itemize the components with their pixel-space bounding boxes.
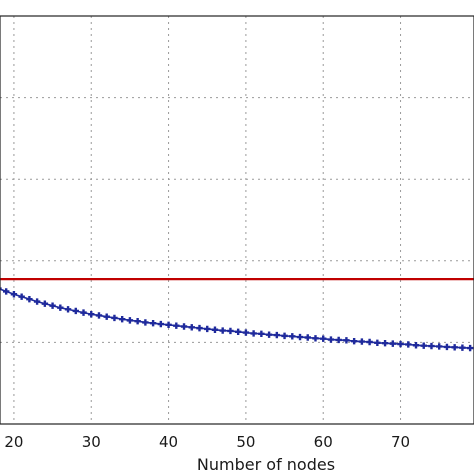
data-point <box>2 288 10 295</box>
data-point <box>459 344 466 351</box>
data-point <box>397 340 404 348</box>
data-point <box>234 328 242 335</box>
data-point <box>289 333 296 340</box>
data-point <box>242 329 250 336</box>
data-point <box>327 336 335 343</box>
data-point <box>188 324 195 331</box>
data-point <box>281 332 288 340</box>
data-point <box>88 311 95 318</box>
data-point <box>420 342 427 349</box>
x-tick-label: 70 <box>391 433 410 451</box>
data-point <box>374 339 381 347</box>
data-point <box>142 319 149 326</box>
data-point <box>72 307 79 315</box>
x-tick-label: 40 <box>159 433 178 451</box>
data-point <box>381 340 389 347</box>
data-point <box>57 304 64 311</box>
series-1 <box>0 287 474 352</box>
data-point <box>10 291 18 298</box>
data-point <box>320 335 327 342</box>
grid <box>0 16 474 424</box>
data-point <box>64 306 72 313</box>
data-point <box>118 315 126 323</box>
data-point <box>405 341 412 348</box>
data-point <box>443 343 451 351</box>
data-point <box>250 330 257 337</box>
data-point <box>134 317 141 325</box>
data-point <box>343 337 350 344</box>
data-point <box>211 326 219 333</box>
data-point <box>157 320 165 328</box>
data-point <box>26 295 33 303</box>
data-point <box>196 324 203 332</box>
data-point <box>265 331 273 338</box>
data-point <box>173 322 180 329</box>
x-tick-label: 30 <box>82 433 101 451</box>
data-point <box>219 327 226 334</box>
data-point <box>41 300 49 307</box>
x-tick-label: 60 <box>314 433 333 451</box>
data-point <box>273 331 281 339</box>
data-point <box>33 298 41 305</box>
data-point <box>18 293 25 300</box>
data-point <box>428 342 435 350</box>
data-point <box>49 302 56 309</box>
data-point <box>126 317 134 324</box>
data-point <box>304 334 311 341</box>
data-point <box>227 327 234 335</box>
data-point <box>95 312 103 319</box>
data-point <box>111 314 118 322</box>
data-point <box>466 344 474 352</box>
data-point <box>258 330 265 338</box>
data-point <box>389 340 397 347</box>
x-tick-labels: 20 30 40 50 60 70 <box>4 433 410 451</box>
data-point <box>149 320 157 327</box>
data-point <box>451 344 458 351</box>
data-point <box>103 313 110 320</box>
x-tick-label: 50 <box>236 433 255 451</box>
data-point <box>350 337 358 345</box>
data-point <box>358 338 366 345</box>
data-point <box>180 323 188 330</box>
data-point <box>436 343 443 350</box>
data-point <box>296 333 304 341</box>
x-axis-label: Number of nodes <box>197 455 335 474</box>
x-tick-label: 20 <box>4 433 23 451</box>
data-point <box>335 336 342 344</box>
data-point <box>204 325 211 333</box>
plot-series <box>0 278 474 352</box>
data-point <box>80 309 87 316</box>
data-point <box>165 321 172 329</box>
data-point <box>312 335 319 342</box>
axes-frame <box>0 15 474 425</box>
data-point <box>366 338 373 346</box>
data-point <box>412 342 420 349</box>
